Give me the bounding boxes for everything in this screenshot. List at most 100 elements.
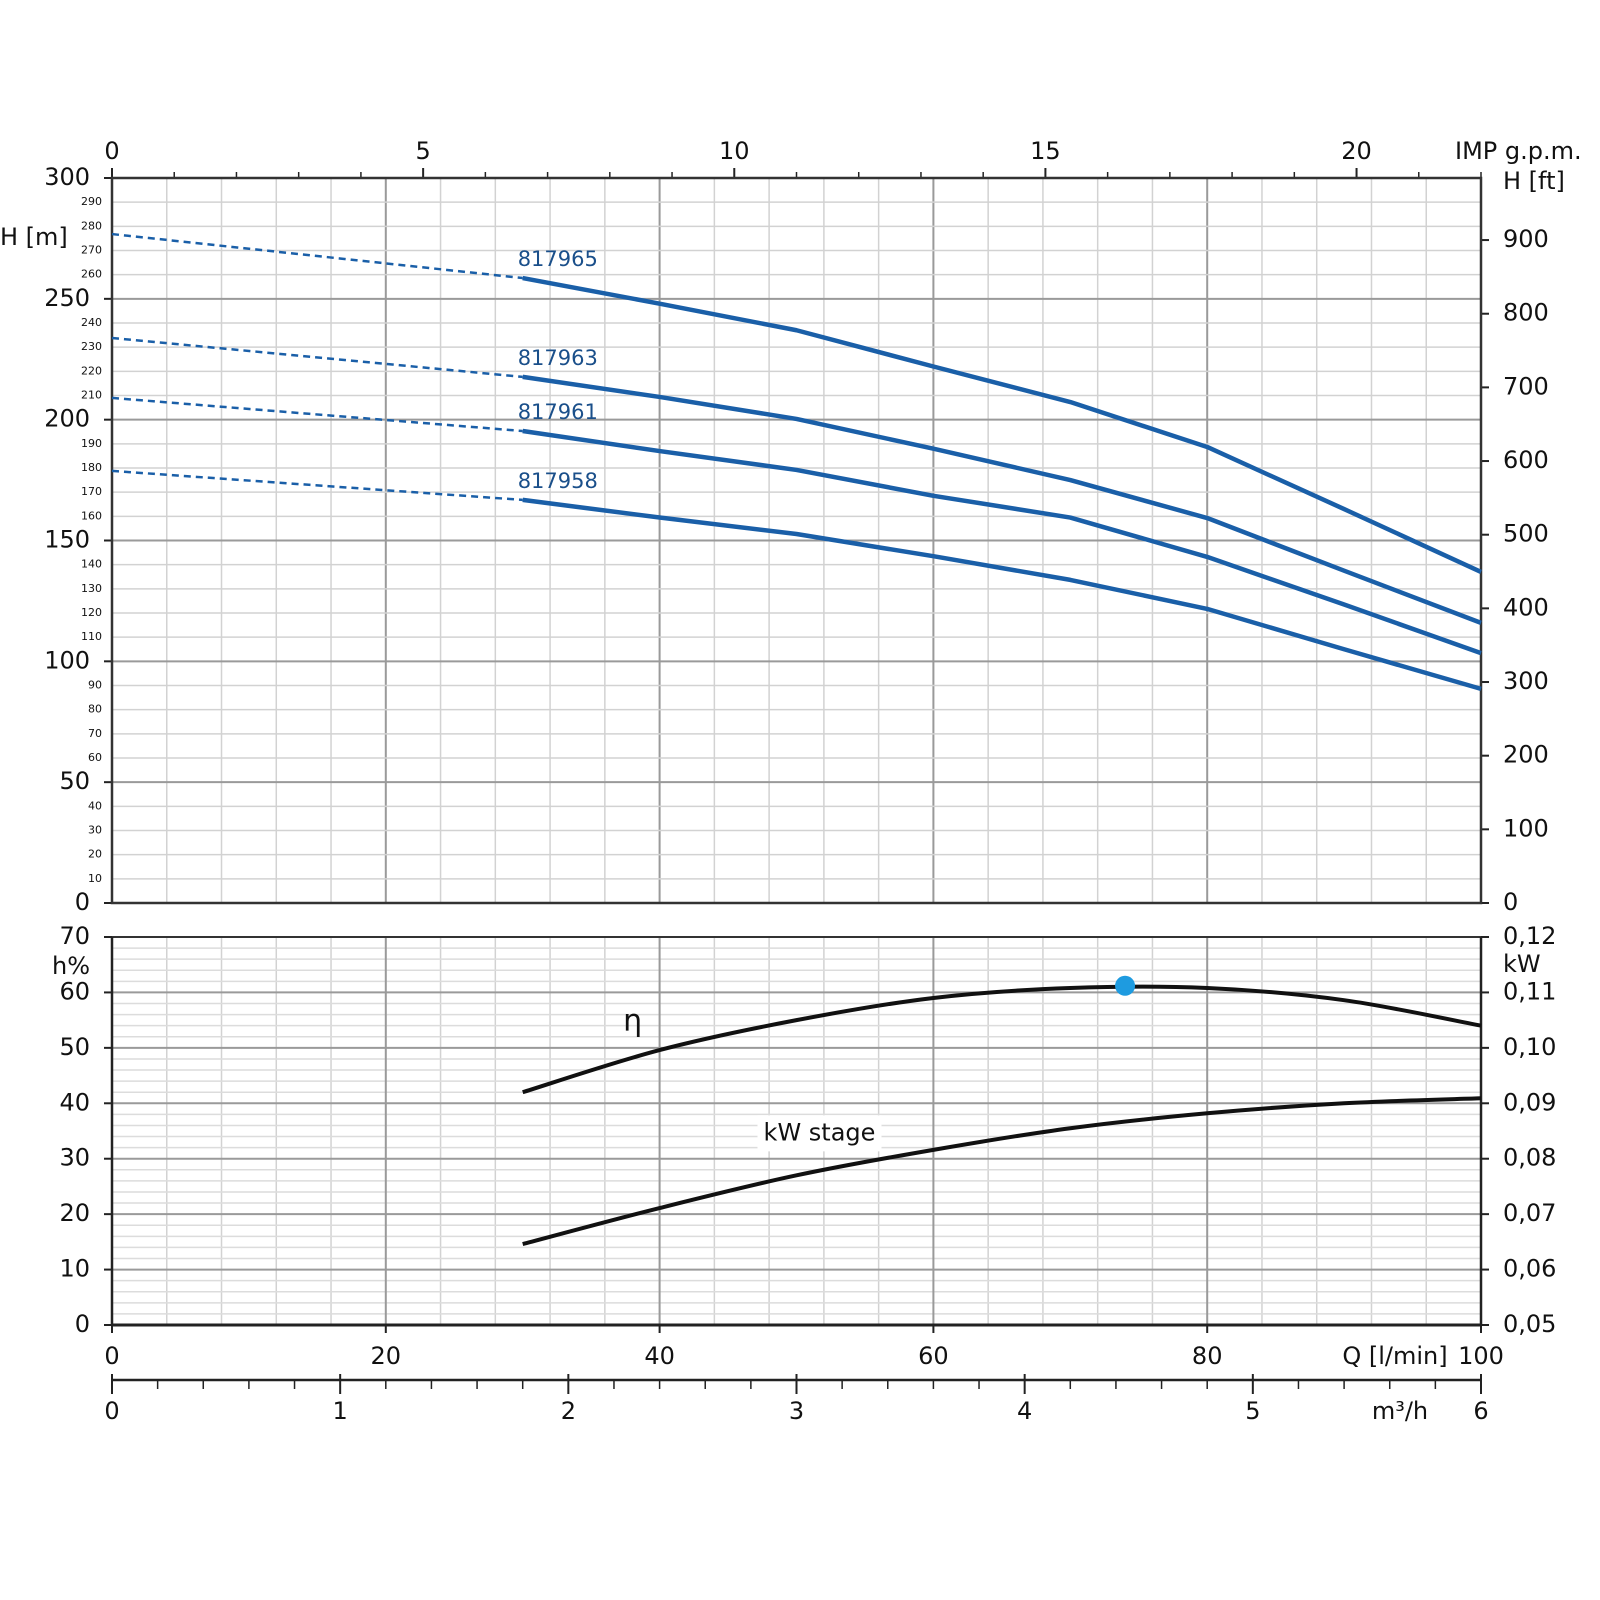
curve	[522, 275, 1482, 574]
curve-label: kW stage	[764, 1118, 876, 1146]
y-tick-label: 10	[59, 1255, 90, 1283]
y-minor-tick-label: 190	[81, 437, 102, 450]
label-bg	[1340, 1341, 1452, 1373]
y-minor-tick-label: 270	[81, 244, 102, 257]
y2-tick-label: 900	[1503, 225, 1549, 253]
plot-frame	[110, 176, 1483, 905]
x2-tick-label: 5	[415, 137, 430, 165]
y-tick-label: 200	[44, 405, 90, 433]
x-tick-label: 0	[104, 1342, 119, 1370]
y-minor-tick-label: 220	[81, 364, 102, 377]
x-tick-label: 20	[371, 1342, 402, 1370]
curve	[522, 374, 1482, 626]
y-tick-label: 100	[44, 646, 90, 674]
y2-tick-label: 0	[1503, 888, 1518, 916]
y-minor-tick-label: 210	[81, 389, 102, 402]
curve-label: 817965	[518, 247, 598, 271]
curve-label: η	[623, 1004, 642, 1039]
y2-tick-label: 100	[1503, 814, 1549, 842]
x-tick-label: 80	[1192, 1342, 1223, 1370]
curve-label: 817963	[518, 346, 598, 370]
x2-tick-label: 4	[1017, 1397, 1032, 1425]
label-bg	[757, 1115, 882, 1152]
shutoff-line	[111, 232, 523, 280]
y2-tick-label: 800	[1503, 299, 1549, 327]
y-minor-tick-label: 260	[81, 268, 102, 281]
y-minor-tick-label: 160	[81, 509, 102, 522]
y2-tick-label: 300	[1503, 667, 1549, 695]
y2-tick-label: 200	[1503, 741, 1549, 769]
curve-label: 817958	[518, 469, 598, 493]
y-minor-tick-label: 110	[81, 630, 102, 643]
y-minor-tick-label: 60	[88, 751, 102, 764]
y-minor-tick-label: 10	[88, 872, 102, 885]
y2-tick-label: 0,11	[1503, 977, 1556, 1005]
y2-axis-label: H [ft]	[1503, 167, 1565, 195]
y2-tick-label: 500	[1503, 520, 1549, 548]
y-minor-tick-label: 280	[81, 219, 102, 232]
x2-tick-label: 20	[1341, 137, 1372, 165]
y-tick-label: 250	[44, 284, 90, 312]
y-axis-label: H [m]	[0, 223, 68, 251]
x-axis-label: Q [l/min]	[1342, 1342, 1447, 1370]
x2-tick-label: 0	[104, 137, 119, 165]
y-minor-tick-label: 80	[88, 703, 102, 716]
y-minor-tick-label: 120	[81, 606, 102, 619]
y-minor-tick-label: 140	[81, 558, 102, 571]
x-tick-label: 60	[918, 1342, 949, 1370]
x2-tick-label: 2	[561, 1397, 576, 1425]
y-tick-label: 20	[59, 1199, 90, 1227]
y2-tick-label: 600	[1503, 446, 1549, 474]
y-tick-label: 300	[44, 163, 90, 191]
y-tick-label: 60	[59, 977, 90, 1005]
y-tick-label: 50	[59, 1033, 90, 1061]
y2-tick-label: 0,08	[1503, 1144, 1556, 1172]
y2-tick-label: 400	[1503, 593, 1549, 621]
y-tick-label: 50	[59, 767, 90, 795]
shutoff-line	[111, 469, 523, 502]
y-minor-tick-label: 230	[81, 340, 102, 353]
curve-label: 817961	[518, 400, 598, 424]
y2-tick-label: 0,10	[1503, 1033, 1556, 1061]
curve	[522, 497, 1482, 692]
curve	[522, 428, 1482, 656]
y-tick-label: 30	[59, 1144, 90, 1172]
y-minor-tick-label: 90	[88, 679, 102, 692]
x2-axis-label: m³/h	[1372, 1397, 1428, 1425]
y-axis-label: h%	[52, 952, 90, 980]
y2-tick-label: 0,12	[1503, 922, 1556, 950]
x2-tick-label: 5	[1245, 1397, 1260, 1425]
y-tick-label: 0	[75, 888, 90, 916]
y-tick-label: 40	[59, 1088, 90, 1116]
y2-tick-label: 700	[1503, 372, 1549, 400]
y-minor-tick-label: 70	[88, 727, 102, 740]
y2-tick-label: 0,06	[1503, 1255, 1556, 1283]
x2-tick-label: 3	[789, 1397, 804, 1425]
y-minor-tick-label: 130	[81, 582, 102, 595]
y-tick-label: 150	[44, 526, 90, 554]
x2-tick-label: 10	[719, 137, 750, 165]
y-tick-label: 0	[75, 1310, 90, 1338]
shutoff-line	[111, 336, 523, 379]
y-minor-tick-label: 20	[88, 848, 102, 861]
x2-tick-label: 0	[104, 1397, 119, 1425]
x2-tick-label: 1	[333, 1397, 348, 1425]
y2-axis-label: kW	[1503, 950, 1541, 978]
y-minor-tick-label: 290	[81, 195, 102, 208]
curve	[522, 1096, 1482, 1247]
x2-tick-label: 15	[1030, 137, 1061, 165]
y-tick-label: 70	[59, 922, 90, 950]
x2-axis-label: IMP g.p.m.	[1455, 137, 1582, 165]
curve	[522, 984, 1482, 1095]
y-minor-tick-label: 180	[81, 461, 102, 474]
y-minor-tick-label: 170	[81, 485, 102, 498]
y-minor-tick-label: 240	[81, 316, 102, 329]
y-minor-tick-label: 30	[88, 824, 102, 837]
y2-tick-label: 0,09	[1503, 1088, 1556, 1116]
y-minor-tick-label: 40	[88, 799, 102, 812]
x2-tick-label: 6	[1473, 1397, 1488, 1425]
x-tick-label: 40	[644, 1342, 675, 1370]
shutoff-line	[111, 396, 523, 433]
